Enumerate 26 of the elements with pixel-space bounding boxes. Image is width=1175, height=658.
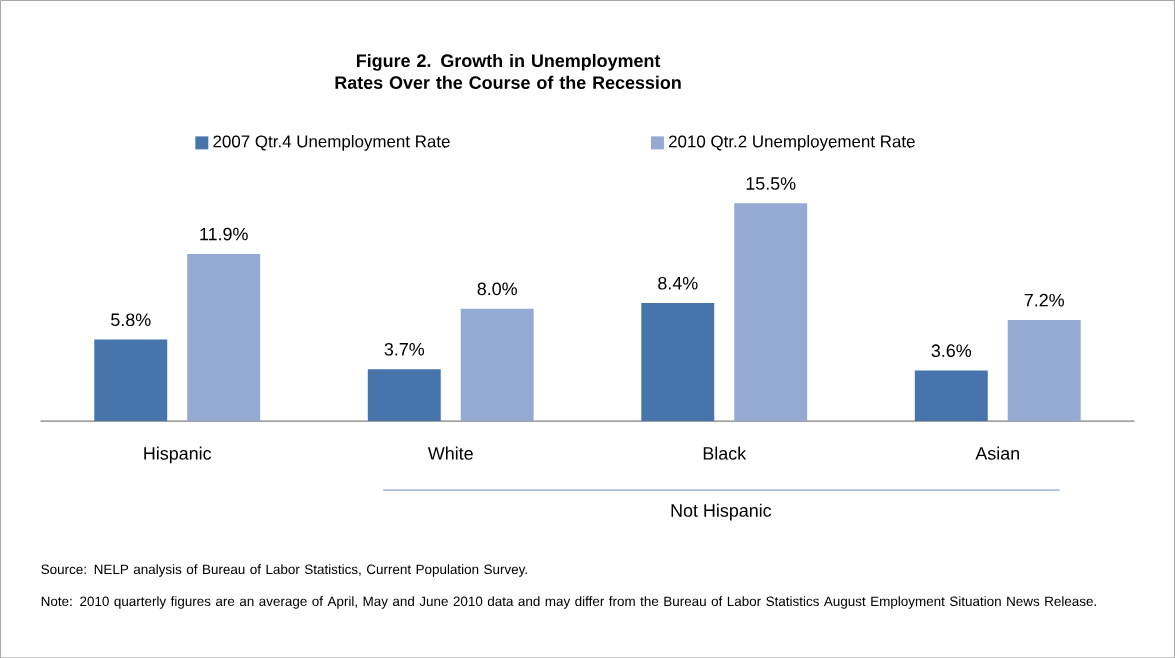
bar: [460, 308, 534, 421]
text: Note: 2010 quarterly figures are an average of April, May and June 2010 data and may differ from the Bureau of Labor Statistics August Employment Situation News Release.: [41, 595, 1096, 609]
bar: [914, 370, 988, 421]
bar: [94, 339, 168, 421]
x-tick-label: Black: [703, 446, 747, 460]
bar: [641, 302, 715, 421]
legend-label: 2007 Qtr.4 Unemployment Rate: [213, 134, 450, 151]
data-label: 3.7%: [384, 342, 425, 356]
x-tick-label: White: [427, 446, 473, 460]
bar: [734, 203, 808, 421]
data-label: 11.9%: [200, 227, 248, 241]
data-label: 8.4%: [658, 276, 698, 290]
x-tick-label: Hispanic: [144, 446, 212, 464]
bar: [1007, 319, 1081, 421]
data-label: 15.5%: [746, 176, 796, 190]
text: Not Hispanic: [671, 503, 772, 521]
chart-title: Figure 2. Growth in Unemployment Rates Over the Course of the Recession: [335, 53, 681, 89]
data-label: 5.8%: [111, 313, 151, 326]
data-label: 8.0%: [477, 282, 517, 295]
bar: [187, 253, 261, 421]
x-tick-label: Asian: [975, 446, 1019, 460]
data-label: 3.6%: [931, 344, 972, 357]
data-label: 7.2%: [1024, 293, 1064, 307]
source-note: Source: NELP analysis of Bureau of Labor Statistics, Current Population Survey.: [41, 564, 527, 577]
legend-label: 2010 Qtr.2 Unemployement Rate: [668, 134, 915, 151]
bar: [367, 368, 441, 421]
